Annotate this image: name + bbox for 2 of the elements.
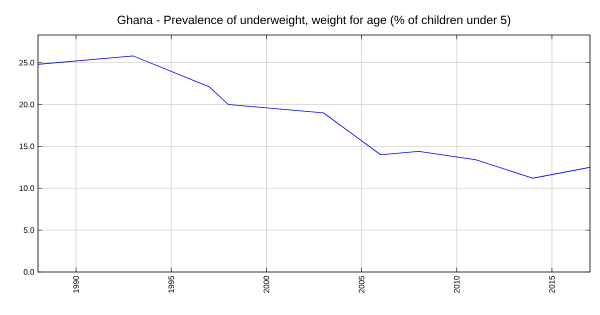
line-series xyxy=(38,56,590,179)
chart-title: Ghana - Prevalence of underweight, weight for age (% of children under 5) xyxy=(118,15,510,27)
